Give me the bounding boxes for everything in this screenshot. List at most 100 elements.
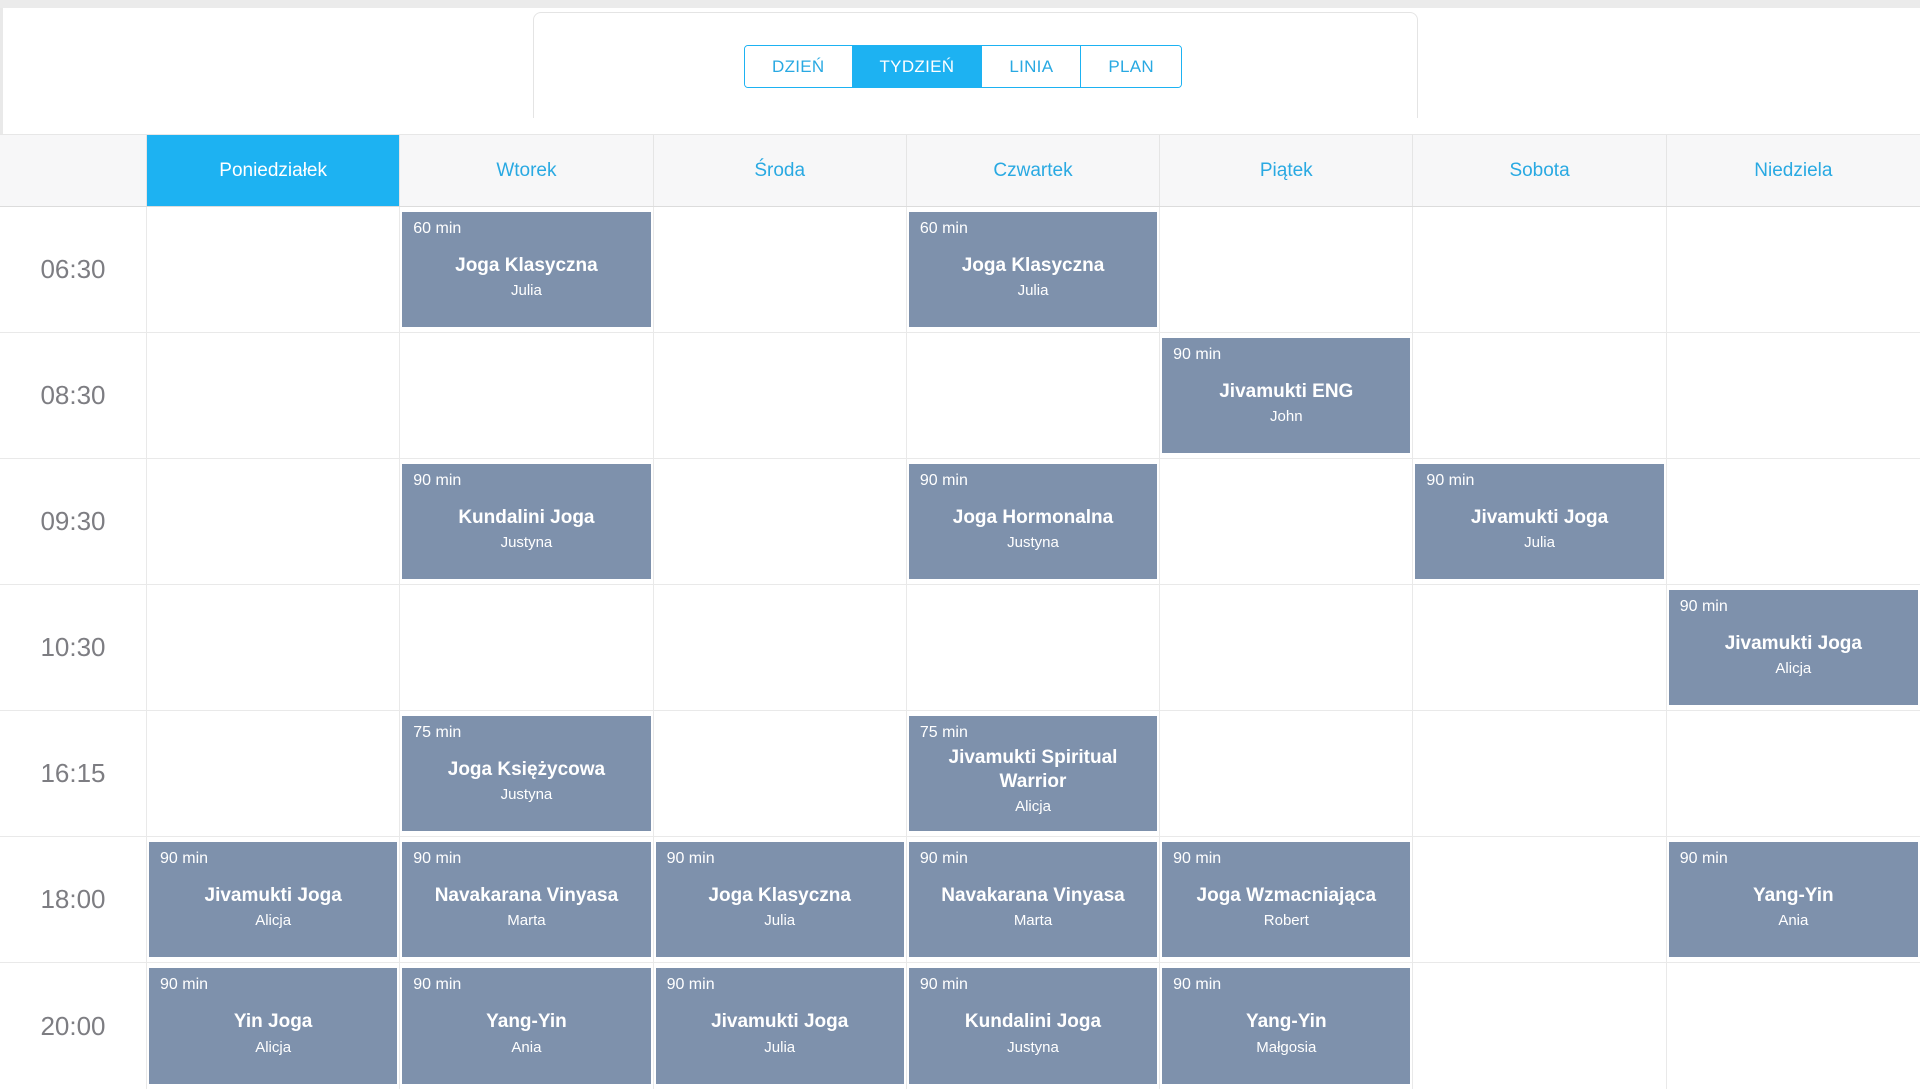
day-header-czwartek[interactable]: Czwartek [907,135,1161,206]
class-event[interactable]: 90 min Kundalini Joga Justyna [402,464,651,579]
time-label: 06:30 [0,207,147,332]
schedule-cell-sobota-0830 [1413,333,1667,458]
schedule-cell-piatek-0930 [1160,459,1414,584]
event-duration: 90 min [919,850,968,867]
schedule-row-0930: 09:30 90 min Kundalini Joga Justyna 90 min Jo… [0,459,1920,585]
event-instructor: Marta [507,912,546,930]
class-event[interactable]: 90 min Jivamukti Joga Julia [1415,464,1664,579]
schedule-row-0630: 06:30 60 min Joga Klasyczna Julia 60 min Joga… [0,207,1920,333]
time-label: 18:00 [0,837,147,962]
event-title: Jivamukti Joga [204,884,342,906]
event-title: Jivamukti Joga [1724,632,1862,654]
class-event[interactable]: 90 min Jivamukti Joga Alicja [1668,590,1918,705]
event-instructor: Julia [1017,282,1049,300]
event-title: Joga Klasyczna [708,884,851,906]
event-duration: 90 min [666,850,715,867]
event-instructor: Justyna [500,786,553,804]
schedule-cell-piatek-1030 [1160,585,1414,710]
tab-linia[interactable]: LINIA [981,46,1081,87]
class-event[interactable]: 90 min Yang-Yin Małgosia [1162,968,1411,1084]
event-instructor: Robert [1263,912,1309,930]
schedule-cell-poniedzialek-1030 [147,585,401,710]
event-title: Kundalini Joga [458,506,595,528]
class-event[interactable]: 90 min Jivamukti Joga Julia [655,968,904,1084]
event-title: Yang-Yin [486,1011,567,1033]
class-event[interactable]: 90 min Navakarana Vinyasa Marta [402,842,651,957]
schedule-cell-sroda-1800: 90 min Joga Klasyczna Julia [654,837,907,962]
class-event[interactable]: 90 min Kundalini Joga Justyna [908,968,1158,1084]
schedule-cell-czwartek-1615: 75 min Jivamukti Spiritual Warrior Alicja [907,711,1161,836]
day-header-niedziela[interactable]: Niedziela [1754,159,1833,181]
schedule-cell-wtorek-0630: 60 min Joga Klasyczna Julia [400,207,654,332]
event-title: Navakarana Vinyasa [941,884,1125,906]
event-duration: 90 min [413,472,462,489]
day-header-row: Poniedziałek Wtorek Środa Czwartek Piątek Sob… [0,135,1920,207]
schedule-cell-sobota-1800 [1413,837,1667,962]
event-duration: 75 min [413,724,462,741]
time-label: 20:00 [0,963,147,1089]
schedule-cell-wtorek-0830 [400,333,654,458]
schedule-cell-czwartek-1800: 90 min Navakarana Vinyasa Marta [907,837,1161,962]
class-event[interactable]: 90 min Joga Hormonalna Justyna [908,464,1158,579]
event-title: Jivamukti ENG [1219,380,1354,402]
event-title: Yang-Yin [1753,884,1834,906]
schedule-cell-niedziela-0930 [1667,459,1920,584]
schedule-cell-sobota-1030 [1413,585,1667,710]
schedule-cell-sobota-0930: 90 min Jivamukti Joga Julia [1413,459,1667,584]
event-instructor: Julia [764,1038,796,1056]
schedule-cell-poniedzialek-0630 [147,207,401,332]
schedule-cell-wtorek-2000: 90 min Yang-Yin Ania [400,963,654,1089]
class-event[interactable]: 90 min Jivamukti Joga Alicja [149,842,398,957]
day-header-piatek[interactable]: Piątek [1160,135,1414,206]
schedule-cell-niedziela-1800: 90 min Yang-Yin Ania [1667,837,1920,962]
day-header-wtorek[interactable]: Wtorek [400,135,654,206]
class-event[interactable]: 60 min Joga Klasyczna Julia [402,212,651,327]
event-instructor: John [1270,408,1303,426]
schedule-cell-czwartek-2000: 90 min Kundalini Joga Justyna [907,963,1161,1089]
event-duration: 60 min [919,220,968,237]
schedule-cell-sobota-0630 [1413,207,1667,332]
event-instructor: Alicja [255,1038,292,1056]
event-title: Kundalini Joga [964,1011,1102,1033]
event-instructor: Alicja [255,912,292,930]
header-corner-cell [0,135,147,206]
event-duration: 90 min [1426,472,1475,489]
schedule-cell-piatek-0630 [1160,207,1414,332]
top-edge-strip [0,0,1920,8]
schedule-cell-piatek-0830: 90 min Jivamukti ENG John [1160,333,1414,458]
class-event[interactable]: 90 min Yin Joga Alicja [149,968,398,1084]
class-event[interactable]: 90 min Yang-Yin Ania [1668,842,1918,957]
class-event[interactable]: 90 min Joga Wzmacniająca Robert [1162,842,1411,957]
day-header-sroda[interactable]: Środa [654,135,907,206]
class-event[interactable]: 90 min Jivamukti ENG John [1162,338,1411,453]
schedule-row-0830: 08:30 90 min Jivamukti ENG John [0,333,1920,459]
event-title: Jivamukti Joga [711,1011,849,1033]
event-duration: 90 min [1679,850,1728,867]
tab-tydzien[interactable]: TYDZIEŃ [851,46,982,87]
event-title: Navakarana Vinyasa [434,884,619,906]
class-event[interactable]: 75 min Jivamukti Spiritual Warrior Alicja [908,716,1158,831]
class-event[interactable]: 75 min Joga Księżycowa Justyna [402,716,651,831]
day-header-sobota[interactable]: Sobota [1413,135,1667,206]
event-title: Joga Księżycowa [447,758,606,780]
event-title: Yin Joga [233,1011,313,1033]
event-instructor: Marta [1013,912,1053,930]
event-duration: 90 min [1173,850,1222,867]
schedule-cell-piatek-1800: 90 min Joga Wzmacniająca Robert [1160,837,1414,962]
tab-plan[interactable]: PLAN [1080,46,1181,87]
class-event[interactable]: 60 min Joga Klasyczna Julia [908,212,1158,327]
schedule-cell-niedziela-1615 [1667,711,1920,836]
schedule-cell-piatek-1615 [1160,711,1414,836]
time-label: 16:15 [0,711,147,836]
tab-dzien[interactable]: DZIEŃ [745,46,852,87]
class-event[interactable]: 90 min Yang-Yin Ania [402,968,651,1084]
day-header-poniedzialek[interactable]: Poniedziałek [147,135,401,206]
schedule-body: 06:30 60 min Joga Klasyczna Julia 60 min Joga… [0,207,1920,1089]
schedule-row-2000: 20:00 90 min Yin Joga Alicja 90 min Yang-Yin A… [0,963,1920,1089]
class-event[interactable]: 90 min Navakarana Vinyasa Marta [908,842,1158,957]
event-title: Joga Klasyczna [961,254,1105,276]
event-instructor: Julia [764,912,796,930]
class-event[interactable]: 90 min Joga Klasyczna Julia [655,842,904,957]
event-instructor: Ania [511,1038,542,1056]
schedule-cell-wtorek-0930: 90 min Kundalini Joga Justyna [400,459,654,584]
